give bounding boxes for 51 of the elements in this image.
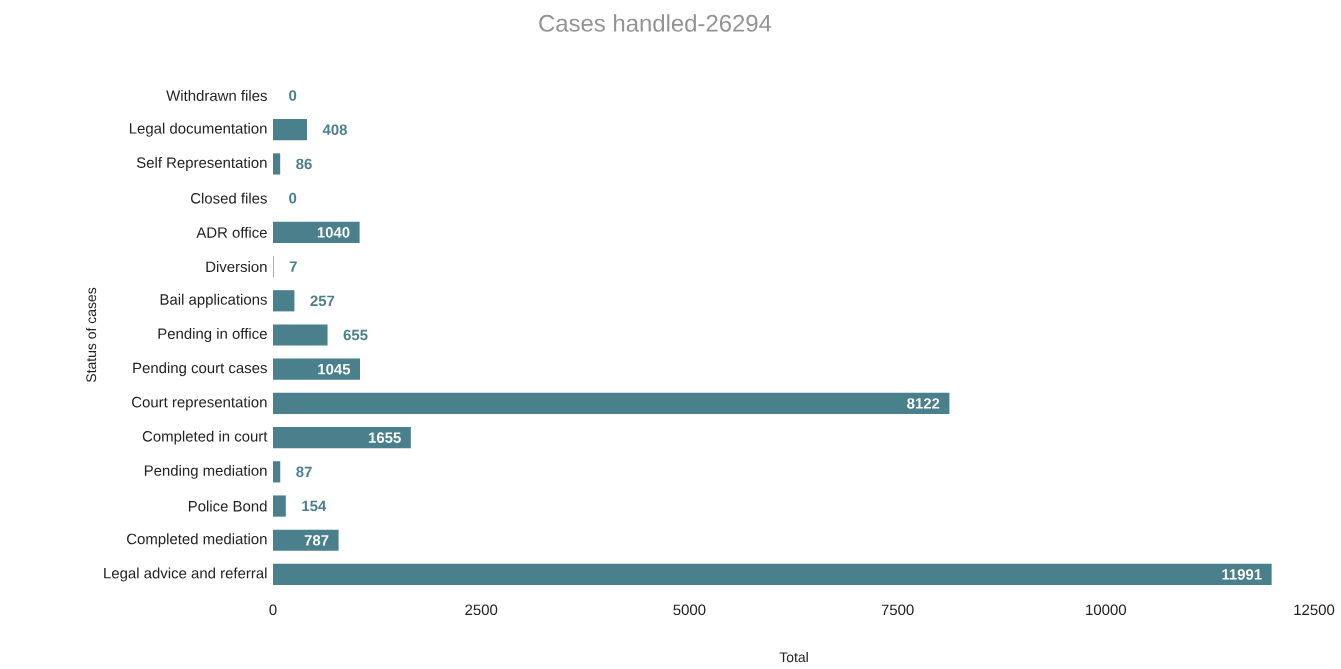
data-label: 86 (296, 158, 312, 170)
y-tick-label: Police Bond (188, 500, 267, 512)
data-label: 257 (310, 295, 335, 307)
data-label: 1045 (318, 363, 351, 375)
data-label: 655 (343, 329, 368, 341)
bar (273, 221, 360, 243)
data-label: 8122 (907, 398, 940, 409)
y-tick-label: Closed files (191, 192, 267, 204)
data-label: 1655 (369, 432, 401, 443)
data-label: 11991 (1222, 569, 1262, 580)
chart-title: Cases handled-26294 (539, 14, 772, 32)
x-tick-label: 5000 (673, 604, 706, 616)
bar (273, 461, 281, 483)
y-axis-title: Status of cases (85, 287, 97, 383)
y-tick-label: Diversion (206, 261, 267, 273)
y-tick-label: ADR office (196, 226, 267, 238)
y-tick-label: Court representation (132, 396, 267, 411)
data-label: 0 (289, 192, 297, 204)
data-label: 87 (296, 466, 312, 478)
y-tick-label: Legal advice and referral (104, 567, 267, 582)
bar (273, 119, 307, 141)
bar (273, 290, 295, 312)
x-tick-label: 10000 (1086, 604, 1126, 616)
x-axis-title: Total (779, 651, 808, 663)
x-tick-label: 7500 (881, 604, 914, 616)
x-tick-label: 0 (269, 604, 277, 616)
y-tick-label: Pending in office (158, 328, 267, 342)
y-tick-label: Completed mediation (127, 533, 267, 548)
bar (273, 495, 286, 517)
bar (273, 358, 361, 380)
y-tick-label: Withdrawn files (166, 90, 267, 101)
data-label: 154 (302, 500, 327, 512)
bar (273, 563, 1272, 586)
data-label: 1040 (317, 227, 350, 238)
y-tick-label: Completed in court (142, 430, 268, 445)
bar (273, 529, 339, 551)
x-tick-label: 12500 (1294, 604, 1335, 616)
data-label: 0 (289, 90, 297, 101)
bar (273, 153, 281, 175)
y-tick-label: Pending court cases (133, 362, 267, 377)
bar (273, 427, 411, 449)
data-label: 787 (304, 534, 329, 546)
bar (273, 324, 328, 346)
data-label: 7 (289, 261, 297, 272)
y-tick-label: Bail applications (160, 293, 267, 308)
y-tick-label: Legal documentation (129, 122, 267, 137)
bar (273, 392, 950, 415)
data-label: 408 (322, 124, 347, 136)
x-tick-label: 2500 (465, 604, 498, 616)
y-tick-label: Self Representation (136, 156, 267, 171)
y-tick-label: Pending mediation (144, 464, 267, 479)
